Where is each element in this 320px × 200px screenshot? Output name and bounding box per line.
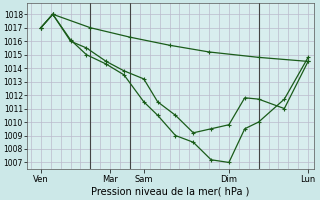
X-axis label: Pression niveau de la mer( hPa ): Pression niveau de la mer( hPa )	[91, 187, 250, 197]
